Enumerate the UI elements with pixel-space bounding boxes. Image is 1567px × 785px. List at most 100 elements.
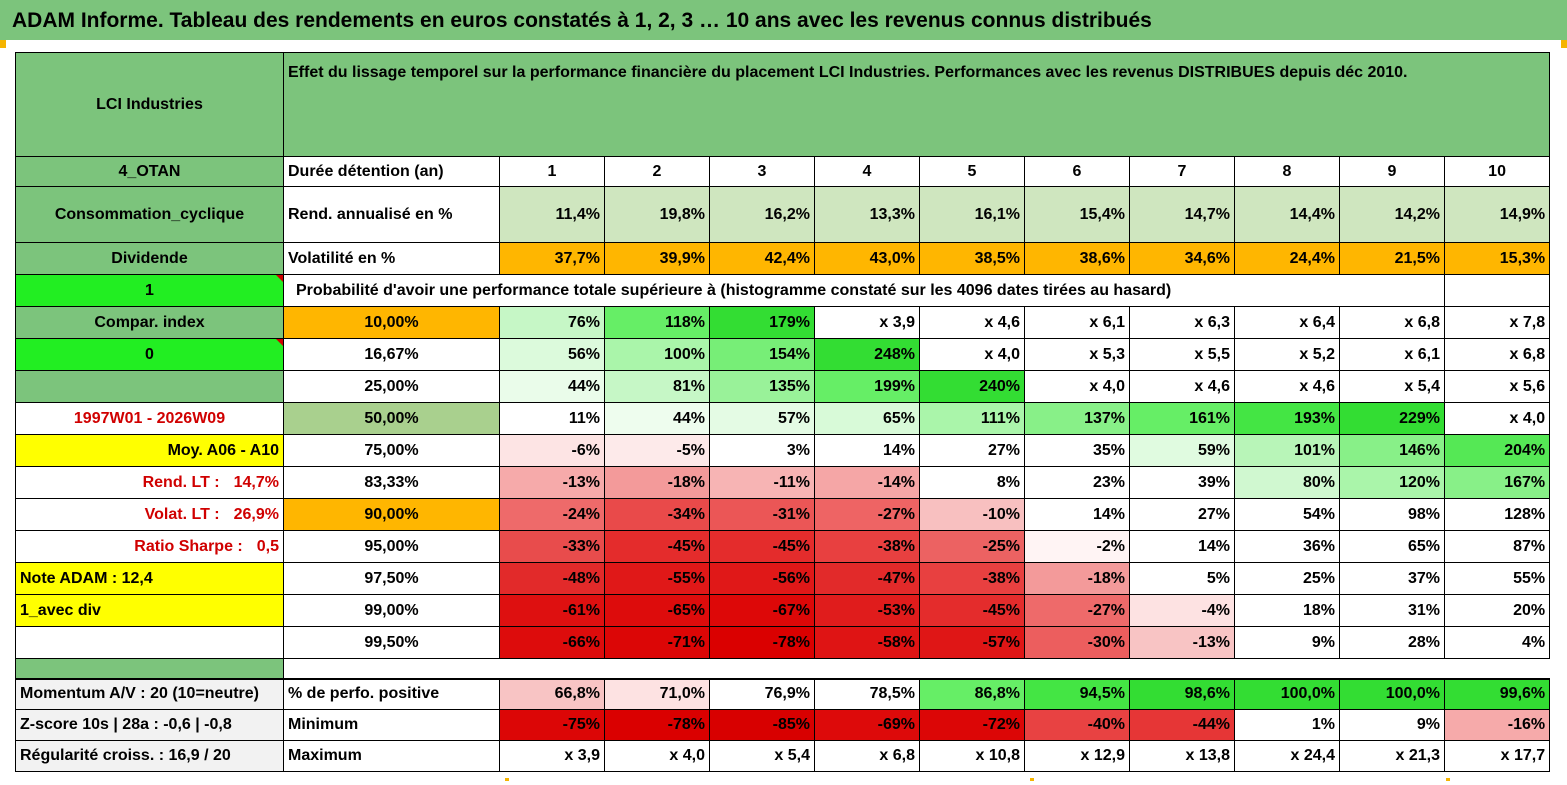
minimum-value: -16%	[1443, 709, 1551, 741]
proba-value: -10%	[919, 498, 1025, 531]
empty-cell	[1443, 274, 1551, 307]
spacer-green	[15, 658, 284, 679]
note-label: Note ADAM : 12,4	[15, 562, 284, 595]
perfo-pos-value: 98,6%	[1129, 677, 1235, 710]
proba-value: -31%	[709, 498, 815, 531]
minimum-value: -78%	[604, 709, 710, 741]
proba-value: -38%	[919, 562, 1025, 595]
proba-value: x 5,4	[1339, 370, 1445, 403]
proba-value: 80%	[1234, 466, 1340, 499]
proba-row: Moy. A06 - A10 75,00% -6% -5% 3% 14% 27% 35% 59%…	[15, 434, 1551, 467]
perfo-pos-value: 86,8%	[919, 677, 1025, 710]
threshold-pct: 16,67%	[283, 338, 500, 371]
maximum-value: x 13,8	[1129, 740, 1235, 772]
perfo-pos-value: 66,8%	[499, 677, 605, 710]
corner-marker	[0, 40, 6, 48]
proba-value: 4%	[1443, 626, 1551, 659]
rend-lt-label-value: 14,7%	[233, 473, 279, 491]
perfo-pos-value: 99,6%	[1443, 677, 1551, 710]
minimum-label: Minimum	[283, 709, 500, 741]
proba-value: -14%	[814, 466, 920, 499]
maximum-value: x 3,9	[499, 740, 605, 772]
threshold-pct: 75,00%	[283, 434, 500, 467]
rend-value: 16,1%	[919, 186, 1025, 243]
proba-label: Probabilité d'avoir une performance tota…	[283, 274, 1445, 307]
minimum-value: -72%	[919, 709, 1025, 741]
proba-value: 87%	[1443, 530, 1551, 563]
proba-value: 229%	[1339, 402, 1445, 435]
threshold-pct: 83,33%	[283, 466, 500, 499]
proba-value: 8%	[919, 466, 1025, 499]
threshold-pct: 90,00%	[283, 498, 500, 531]
proba-value: -38%	[814, 530, 920, 563]
proba-value: -33%	[499, 530, 605, 563]
volat-value: 24,4%	[1234, 242, 1340, 275]
volat-label: Volatilité en %	[283, 242, 500, 275]
compar-index-label: Compar. index	[15, 306, 284, 339]
maximum-value: x 5,4	[709, 740, 815, 772]
volat-value: 21,5%	[1339, 242, 1445, 275]
perfo-pos-value: 76,9%	[709, 677, 815, 710]
proba-value: 20%	[1443, 594, 1551, 627]
report-title: ADAM Informe. Tableau des rendements en …	[0, 0, 1567, 40]
type-label: Dividende	[15, 242, 284, 275]
moy-label: Moy. A06 - A10	[15, 434, 284, 467]
year-header: 7	[1129, 156, 1235, 187]
maximum-value: x 21,3	[1339, 740, 1445, 772]
proba-value: 39%	[1129, 466, 1235, 499]
threshold-pct: 99,00%	[283, 594, 500, 627]
proba-value: 9%	[1234, 626, 1340, 659]
avec-div-label: 1_avec div	[15, 594, 284, 627]
rend-value: 14,4%	[1234, 186, 1340, 243]
volat-value: 42,4%	[709, 242, 815, 275]
volat-value: 15,3%	[1443, 242, 1551, 275]
perfo-pos-label: % de perfo. positive	[283, 677, 500, 710]
proba-value: -25%	[919, 530, 1025, 563]
proba-value: -45%	[604, 530, 710, 563]
rend-value: 14,7%	[1129, 186, 1235, 243]
minimum-value: 9%	[1339, 709, 1445, 741]
volat-value: 34,6%	[1129, 242, 1235, 275]
proba-value: -55%	[604, 562, 710, 595]
proba-value: -67%	[709, 594, 815, 627]
proba-row: 0 16,67% 56% 100% 154% 248% x 4,0 x 5,3 x 5,5 x 5…	[15, 338, 1551, 371]
proba-value: -66%	[499, 626, 605, 659]
proba-value: 44%	[499, 370, 605, 403]
proba-value: 135%	[709, 370, 815, 403]
year-header: 9	[1339, 156, 1445, 187]
proba-value: 154%	[709, 338, 815, 371]
sheet-marker	[1446, 778, 1450, 781]
proba-value: 161%	[1129, 402, 1235, 435]
proba-value: x 6,3	[1129, 306, 1235, 339]
year-header: 3	[709, 156, 815, 187]
volat-lt-label-text: Volat. LT :	[144, 505, 220, 523]
proba-value: 5%	[1129, 562, 1235, 595]
proba-value: -18%	[1024, 562, 1130, 595]
minimum-value: -69%	[814, 709, 920, 741]
proba-value: -30%	[1024, 626, 1130, 659]
volat-value: 37,7%	[499, 242, 605, 275]
proba-value: x 4,6	[1129, 370, 1235, 403]
minimum-value: -40%	[1024, 709, 1130, 741]
minimum-value: -85%	[709, 709, 815, 741]
proba-value: -57%	[919, 626, 1025, 659]
proba-value: -13%	[1129, 626, 1235, 659]
empty-side-cell	[15, 626, 284, 659]
rend-value: 16,2%	[709, 186, 815, 243]
proba-value: -6%	[499, 434, 605, 467]
sharpe-label-value: 0,5	[256, 537, 279, 555]
proba-value: x 4,0	[919, 338, 1025, 371]
proba-value: 54%	[1234, 498, 1340, 531]
sheet-marker	[1030, 778, 1034, 781]
one-flag-cell: 1	[15, 274, 284, 307]
rend-value: 15,4%	[1024, 186, 1130, 243]
proba-row: 1_avec div 99,00% -61% -65% -67% -53% -45% -27%…	[15, 594, 1551, 627]
rend-value: 14,9%	[1443, 186, 1551, 243]
proba-value: x 6,4	[1234, 306, 1340, 339]
maximum-side-label: Régularité croiss. : 16,9 / 20	[15, 740, 284, 772]
year-header: 6	[1024, 156, 1130, 187]
proba-value: 11%	[499, 402, 605, 435]
sharpe-label-text: Ratio Sharpe :	[134, 537, 243, 555]
proba-value: x 6,8	[1339, 306, 1445, 339]
volat-value: 39,9%	[604, 242, 710, 275]
